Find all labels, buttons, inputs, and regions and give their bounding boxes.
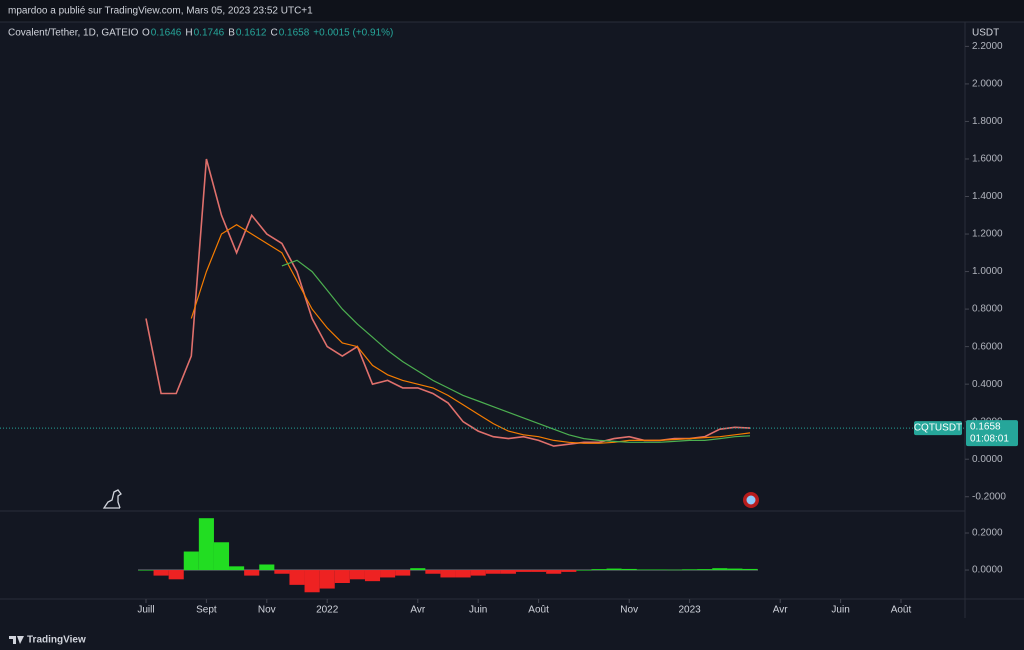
- y-tick-label: 0.4000: [972, 379, 1003, 390]
- x-tick-label: Août: [891, 605, 912, 616]
- x-tick-label: Août: [528, 605, 549, 616]
- oscillator-bar: [561, 570, 577, 572]
- symbol-label: CQTUSDT: [914, 423, 962, 434]
- oscillator-bar: [546, 570, 562, 574]
- ohlc-value: 0.1746: [194, 28, 225, 39]
- oscillator-bar: [198, 518, 214, 571]
- brand-icon: [9, 636, 24, 644]
- series-line: [190, 223, 751, 444]
- oscillator-bar: [712, 568, 728, 571]
- x-tick-label: Juill: [137, 605, 154, 616]
- oscillator-bar: [682, 569, 698, 571]
- countdown: 01:08:01: [970, 434, 1009, 445]
- y-tick-label: 0.8000: [972, 304, 1003, 315]
- oscillator-bar: [319, 570, 335, 589]
- ohlc-label: C: [270, 28, 277, 39]
- y-tick-label: 1.6000: [972, 154, 1003, 165]
- brand: TradingView: [27, 635, 86, 646]
- ohlc-label: H: [185, 28, 192, 39]
- oscillator-bar: [244, 570, 260, 576]
- x-tick-label: Nov: [258, 605, 276, 616]
- x-tick-label: Sept: [196, 605, 217, 616]
- y-tick-label: 1.0000: [972, 266, 1003, 277]
- oscillator-bar: [380, 570, 396, 578]
- oscillator-bar: [636, 569, 652, 571]
- oscillator-bar: [742, 568, 758, 571]
- y-tick-label: 0.0000: [972, 565, 1003, 576]
- x-tick-label: Juin: [831, 605, 849, 616]
- currency-label: USDT: [972, 28, 999, 39]
- oscillator-bar: [425, 570, 441, 574]
- oscillator-bar: [183, 551, 199, 571]
- oscillator-bar: [289, 570, 305, 585]
- logo-icon: [102, 489, 122, 509]
- oscillator-bar: [229, 566, 245, 571]
- oscillator-bar: [591, 569, 607, 571]
- change: +0.0015 (+0.91%): [313, 28, 393, 39]
- oscillator-bar: [364, 570, 381, 582]
- x-tick-label: 2023: [678, 605, 701, 616]
- y-tick-label: 0.6000: [972, 341, 1003, 352]
- x-tick-label: Avr: [773, 605, 788, 616]
- y-tick-label: -0.2000: [972, 491, 1006, 502]
- oscillator-bar: [697, 569, 713, 571]
- y-tick-label: 2.2000: [972, 41, 1003, 52]
- oscillator-bar: [334, 570, 350, 584]
- oscillator-bar: [259, 564, 275, 571]
- oscillator-bar: [304, 570, 320, 593]
- oscillator-bar: [666, 569, 683, 571]
- oscillator-bar: [455, 570, 471, 578]
- oscillator-bar: [138, 570, 154, 571]
- event-icon-inner: [746, 495, 756, 505]
- oscillator-bar: [500, 570, 516, 574]
- y-tick-label: 0.0000: [972, 454, 1003, 465]
- ohlc-label: O: [142, 28, 150, 39]
- y-tick-label: 2.0000: [972, 79, 1003, 90]
- oscillator-bar: [168, 570, 184, 580]
- ohlc-label: B: [228, 28, 235, 39]
- oscillator-bar: [485, 570, 501, 574]
- price-label: 0.1658: [970, 422, 1001, 433]
- oscillator-bar: [349, 570, 365, 580]
- oscillator-bar: [395, 570, 411, 576]
- oscillator-bar: [410, 568, 426, 571]
- series-line: [281, 259, 751, 443]
- oscillator-bar: [531, 570, 547, 572]
- x-tick-label: Nov: [620, 605, 638, 616]
- ohlc-value: 0.1658: [279, 28, 310, 39]
- ohlc-value: 0.1612: [236, 28, 267, 39]
- symbol-box: [914, 421, 962, 436]
- oscillator-bar: [515, 570, 532, 572]
- oscillator-bar: [576, 570, 592, 571]
- x-tick-label: Juin: [469, 605, 487, 616]
- x-tick-label: 2022: [316, 605, 339, 616]
- oscillator-bar: [153, 570, 169, 576]
- oscillator-bar: [651, 569, 667, 571]
- oscillator-bar: [274, 570, 290, 574]
- oscillator-bar: [606, 568, 622, 571]
- ohlc-value: 0.1646: [151, 28, 182, 39]
- y-tick-label: 1.8000: [972, 116, 1003, 127]
- oscillator-bar: [621, 568, 637, 571]
- oscillator-bar: [470, 570, 486, 576]
- header-bar: [0, 0, 1024, 22]
- oscillator-bar: [440, 570, 456, 578]
- y-tick-label: 0.2000: [972, 528, 1003, 539]
- chart-title: Covalent/Tether, 1D, GATEIO: [8, 28, 139, 39]
- y-tick-label: 1.4000: [972, 191, 1003, 202]
- ohlc-legend: O 0.1646 H 0.1746 B 0.1612 C 0.1658 +0.0015 (+0.…: [142, 28, 393, 39]
- header-text: mpardoo a publié sur TradingView.com, Ma…: [8, 6, 313, 17]
- price-box: [966, 420, 1018, 447]
- oscillator-bar: [727, 568, 743, 571]
- y-tick-label: 1.2000: [972, 229, 1003, 240]
- oscillator-bar: [213, 542, 230, 571]
- x-tick-label: Avr: [410, 605, 425, 616]
